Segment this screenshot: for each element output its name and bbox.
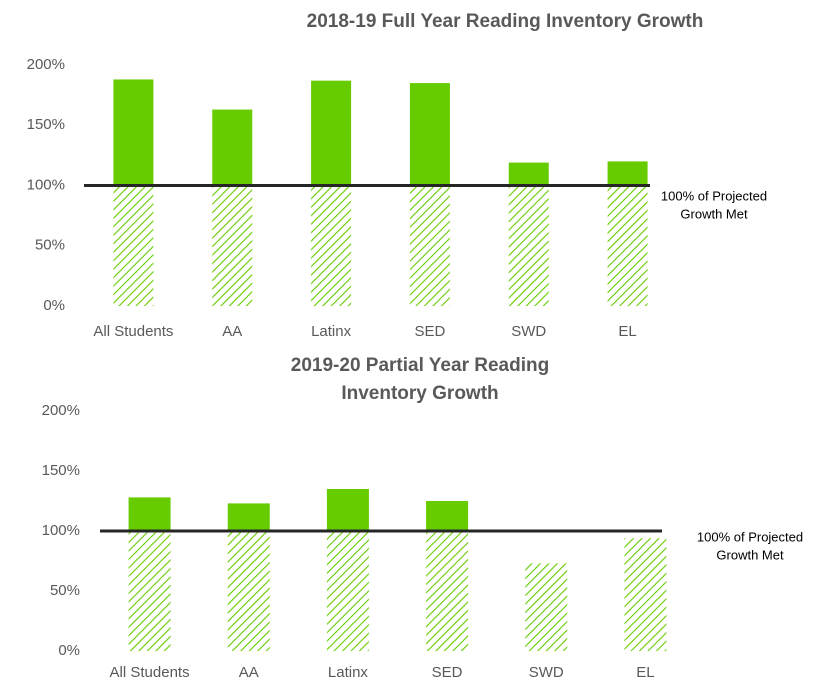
chart-title: Inventory Growth	[341, 383, 498, 404]
x-tick-label: AA	[222, 323, 242, 340]
annotation: Growth Met	[716, 547, 784, 562]
bar	[607, 161, 648, 306]
y-tick-label: 50%	[50, 582, 80, 599]
chart-title: 2019-20 Partial Year Reading	[291, 355, 549, 376]
y-tick-label: 150%	[27, 116, 65, 133]
bar	[525, 563, 568, 651]
annotation: 100% of Projected	[661, 188, 767, 203]
bar-below-target	[607, 185, 648, 306]
y-tick-label: 0%	[43, 297, 65, 314]
bar	[128, 497, 171, 651]
y-tick-label: 200%	[27, 56, 65, 73]
bar-below-target	[624, 538, 667, 651]
chart-title: 2018-19 Full Year Reading Inventory Grow…	[307, 11, 704, 32]
bar-below-target	[128, 531, 171, 651]
bar-above-target	[227, 503, 270, 531]
x-tick-label: All Students	[93, 323, 173, 340]
bar-above-target	[426, 501, 469, 531]
annotation: Growth Met	[680, 206, 748, 221]
x-tick-label: EL	[618, 323, 636, 340]
bar-above-target	[128, 497, 171, 531]
y-tick-label: 50%	[35, 237, 65, 254]
x-tick-label: Latinx	[311, 323, 352, 340]
bar-above-target	[326, 489, 369, 531]
bar-above-target	[607, 161, 648, 186]
bar-below-target	[311, 185, 352, 306]
x-tick-label: AA	[239, 664, 259, 681]
bar	[326, 489, 369, 651]
x-tick-label: SED	[414, 323, 445, 340]
bar-below-target	[326, 531, 369, 651]
bar	[624, 538, 667, 651]
x-tick-label: SWD	[511, 323, 546, 340]
bar	[409, 83, 450, 306]
y-tick-label: 100%	[42, 522, 80, 539]
bar-below-target	[212, 185, 253, 306]
bar-above-target	[311, 80, 352, 186]
bar-below-target	[409, 185, 450, 306]
bar	[508, 162, 549, 306]
bar-above-target	[508, 162, 549, 186]
x-tick-label: SED	[432, 664, 463, 681]
y-tick-label: 200%	[42, 402, 80, 419]
x-tick-label: Latinx	[328, 664, 369, 681]
bar-above-target	[212, 109, 253, 186]
bar-below-target	[525, 563, 568, 651]
bar-above-target	[113, 79, 154, 186]
x-tick-label: SWD	[529, 664, 564, 681]
y-tick-label: 150%	[42, 462, 80, 479]
y-tick-label: 0%	[58, 642, 80, 659]
bar-below-target	[426, 531, 469, 651]
x-tick-label: All Students	[110, 664, 190, 681]
annotation: 100% of Projected	[697, 529, 803, 544]
bar	[311, 80, 352, 306]
bar-above-target	[409, 83, 450, 186]
bar	[212, 109, 253, 306]
bar	[227, 503, 270, 651]
bar	[113, 79, 154, 306]
x-tick-label: EL	[636, 664, 654, 681]
bar-below-target	[113, 185, 154, 306]
bar	[426, 501, 469, 651]
bar-below-target	[508, 185, 549, 306]
bar-below-target	[227, 531, 270, 651]
y-tick-label: 100%	[27, 176, 65, 193]
